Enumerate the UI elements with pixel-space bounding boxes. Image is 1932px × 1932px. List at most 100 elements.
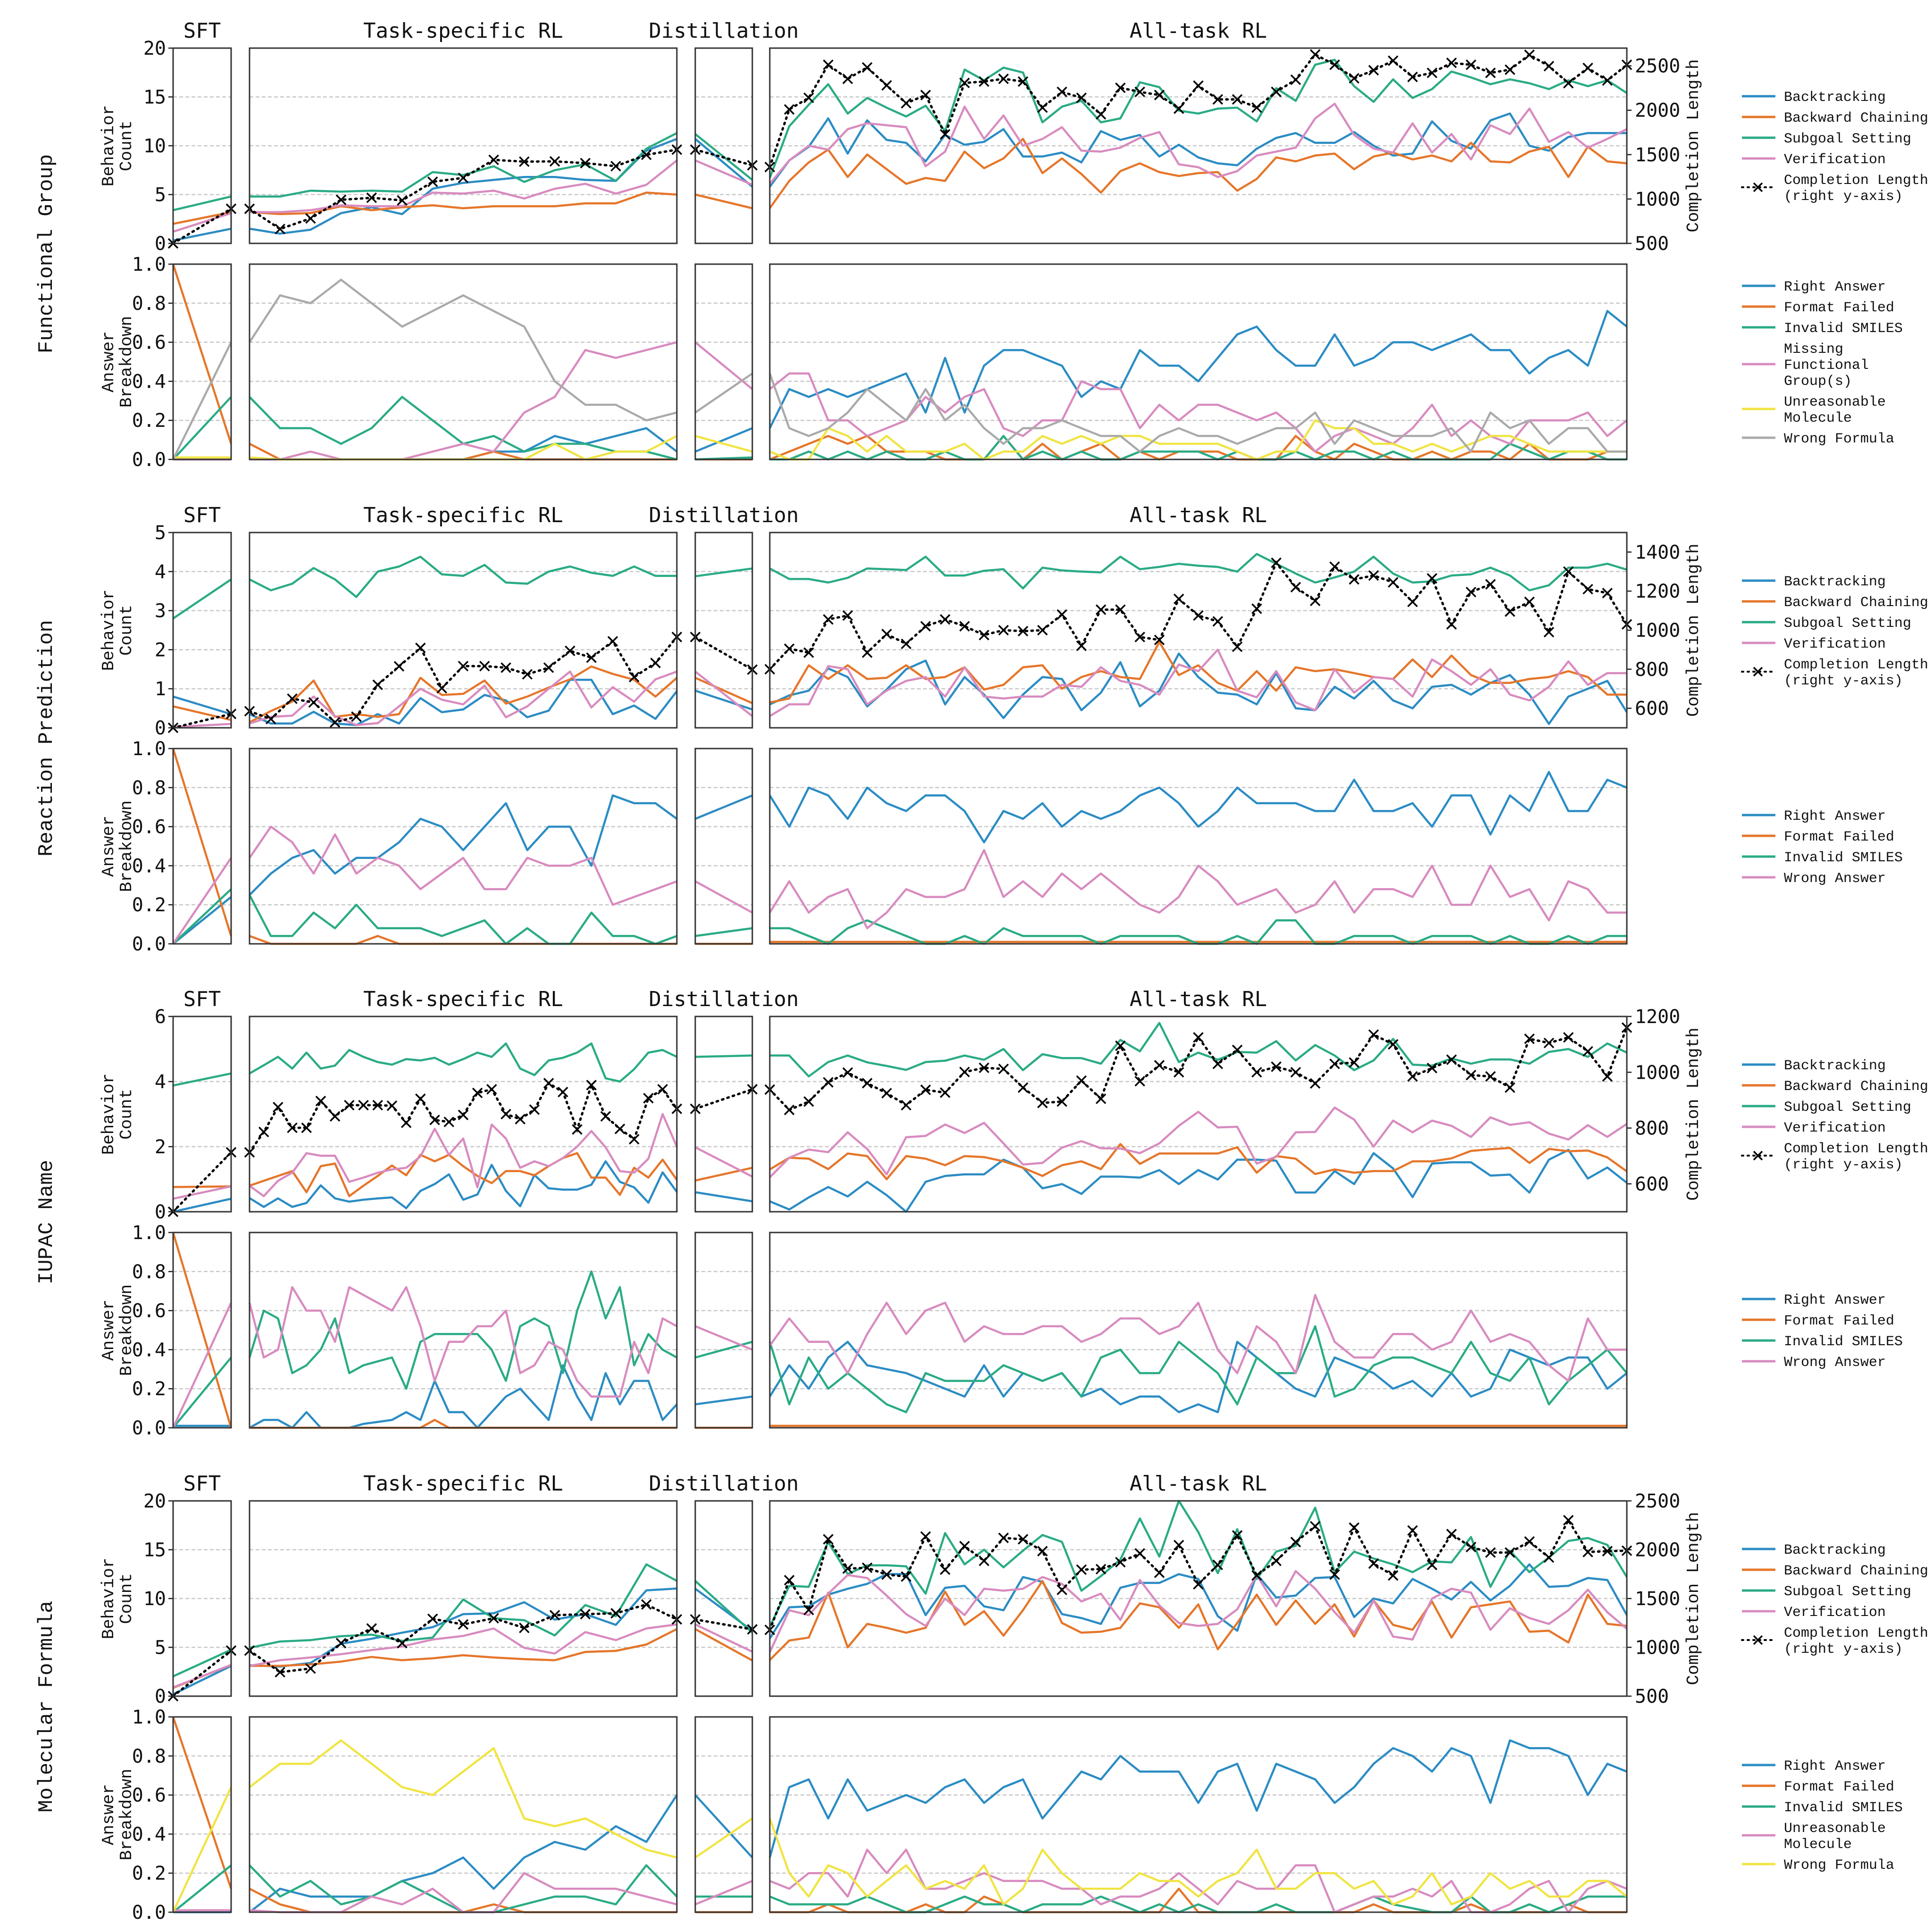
legend-label: Format Failed xyxy=(1784,1779,1894,1795)
completion-length-marker xyxy=(1095,109,1107,120)
y-axis-label: Count xyxy=(117,605,136,656)
completion-length-marker xyxy=(920,1084,931,1095)
completion-length-marker xyxy=(1017,1534,1029,1545)
y-tick-label: 0.4 xyxy=(132,1824,166,1845)
legend-label: Verification xyxy=(1784,636,1886,652)
completion-length-marker xyxy=(335,1638,347,1649)
invalid-smiles-line-all_rl xyxy=(768,1325,1628,1414)
panel-frame-task_rl xyxy=(249,1716,678,1913)
row-label: IUPAC Name xyxy=(35,1160,58,1284)
y-axis-label: Count xyxy=(117,1089,136,1140)
completion-length-marker xyxy=(1388,1570,1399,1581)
verification-line-sft xyxy=(173,1664,232,1689)
legend-marker-x xyxy=(1753,666,1763,677)
completion-length-marker xyxy=(572,1124,583,1135)
completion-length-marker xyxy=(1407,596,1418,608)
completion-length-marker xyxy=(529,1104,540,1115)
behavior-legend: Backtracking Backward Chaining Subgoal Set… xyxy=(1741,90,1928,205)
phase-title-sft: SFT xyxy=(183,987,221,1011)
invalid-smiles-line-sft xyxy=(172,888,232,945)
completion-length-line-sft xyxy=(172,1151,233,1213)
backtracking-line-distill xyxy=(695,690,753,711)
legend-label: Molecule xyxy=(1784,410,1852,426)
y-tick-label: 0.2 xyxy=(132,1378,166,1400)
invalid-smiles-line-distill xyxy=(695,1341,753,1359)
series-right-answer xyxy=(172,771,1627,945)
y-axis-label: Answer xyxy=(99,816,118,877)
completion-length-marker xyxy=(900,1099,912,1111)
completion-length-marker xyxy=(1407,1071,1418,1082)
right-y-tick-label: 1000 xyxy=(1635,1637,1680,1659)
completion-length-marker xyxy=(979,1555,990,1566)
y-tick-label: 6 xyxy=(155,1006,166,1028)
series-right-answer xyxy=(173,310,1628,461)
y-tick-label: 4 xyxy=(155,561,166,583)
completion-length-marker xyxy=(1212,1559,1224,1571)
series-verification xyxy=(173,649,1627,728)
completion-length-marker xyxy=(1426,1559,1438,1571)
completion-length-line-distill xyxy=(694,636,754,671)
completion-length-marker xyxy=(515,1114,526,1124)
panel-frame-sft xyxy=(172,1716,232,1913)
completion-length-marker xyxy=(488,1613,499,1624)
completion-length-marker xyxy=(1524,49,1535,60)
legend-entry-completion-length-right-y-axis: Completion Length(right y-axis) xyxy=(1741,1625,1928,1657)
backward-chaining-line-sft xyxy=(173,705,232,721)
y-tick-label: 0.4 xyxy=(132,855,166,877)
phase-title-distill: Distillation xyxy=(649,503,799,527)
legend-entry-verification: Verification xyxy=(1742,1605,1886,1621)
completion-length-marker xyxy=(920,1531,931,1542)
wrong-answer-line-sft xyxy=(172,1302,233,1428)
legend-entry-right-answer: Right Answer xyxy=(1742,808,1886,824)
completion-length-marker xyxy=(1193,1579,1204,1590)
y-axis-label: Behavior xyxy=(99,590,118,671)
completion-length-marker xyxy=(1310,49,1321,60)
completion-length-marker xyxy=(940,1564,950,1575)
completion-length-marker xyxy=(614,1124,625,1134)
completion-length-marker xyxy=(458,1109,469,1121)
legend-label: Group(s) xyxy=(1784,374,1852,390)
completion-length-marker xyxy=(1095,1093,1107,1104)
completion-length-marker xyxy=(458,660,469,672)
legend-entry-subgoal-setting: Subgoal Setting xyxy=(1742,1099,1911,1116)
completion-length-marker xyxy=(610,161,621,172)
subgoal-setting-line-task_rl xyxy=(249,556,677,598)
backward-chaining-line-task_rl xyxy=(249,192,677,216)
completion-length-marker xyxy=(586,652,597,663)
completion-length-marker xyxy=(397,195,408,206)
completion-length-marker xyxy=(549,156,560,167)
completion-length-marker xyxy=(979,76,990,87)
completion-length-marker xyxy=(1426,1063,1438,1074)
legend-marker-x xyxy=(1753,182,1763,192)
panel-frame-task_rl xyxy=(249,47,678,244)
right-answer-line-distill xyxy=(695,794,753,820)
backward-chaining-line-distill xyxy=(695,676,753,704)
backtracking-line-task_rl xyxy=(249,1160,678,1209)
legend-label: Right Answer xyxy=(1784,279,1886,295)
behavior-legend: Backtracking Backward Chaining Subgoal Set… xyxy=(1741,1058,1928,1173)
missing-functional-group-s-line-all_rl xyxy=(769,372,1628,453)
panel-frame-sft xyxy=(172,47,232,244)
completion-length-marker xyxy=(558,1087,568,1098)
completion-length-line-distill xyxy=(694,1618,754,1631)
legend-entry-backtracking: Backtracking xyxy=(1742,1058,1886,1074)
completion-length-marker xyxy=(1271,86,1282,98)
missing-functional-group-s-line-task_rl xyxy=(250,341,677,461)
completion-length-marker xyxy=(1232,641,1243,652)
panel-frame-distill xyxy=(694,532,753,729)
panel-frame-task_rl xyxy=(249,1016,678,1213)
legend-label: Unreasonable xyxy=(1784,1821,1886,1837)
subgoal-setting-line-sft xyxy=(173,1649,232,1678)
panel-frame-task_rl xyxy=(249,1500,678,1697)
completion-length-marker xyxy=(519,1623,530,1633)
completion-length-marker xyxy=(344,1099,355,1111)
completion-length-marker xyxy=(315,1095,326,1107)
completion-length-marker xyxy=(1466,1541,1476,1553)
completion-length-marker xyxy=(436,683,447,694)
legend-entry-completion-length-right-y-axis: Completion Length(right y-axis) xyxy=(1741,1141,1928,1173)
backward-chaining-line-all_rl xyxy=(769,1580,1627,1661)
legend-label: Subgoal Setting xyxy=(1784,616,1911,632)
wrong-answer-line-distill xyxy=(695,1325,753,1351)
completion-length-marker xyxy=(1602,75,1613,86)
